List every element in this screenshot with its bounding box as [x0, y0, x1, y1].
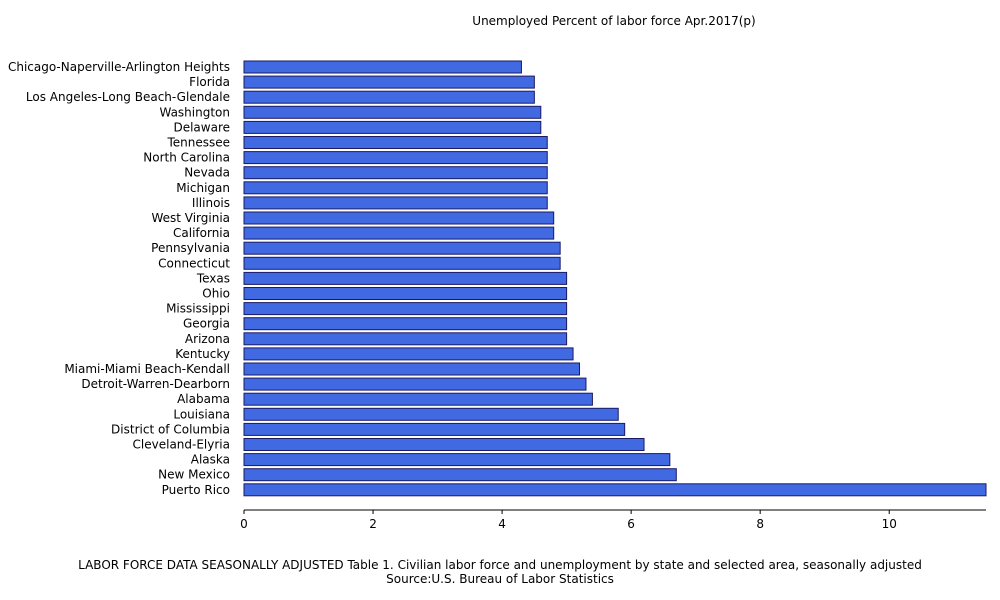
x-tick-label: 6 [627, 517, 635, 531]
category-label: Puerto Rico [162, 483, 230, 497]
category-label: Florida [189, 75, 230, 89]
bar-8 [243, 181, 548, 195]
category-label: Arizona [185, 332, 230, 346]
bar-20 [243, 362, 581, 376]
footer-table-caption: LABOR FORCE DATA SEASONALLY ADJUSTED Tab… [78, 558, 922, 572]
category-label: Los Angeles-Long Beach-Glendale [26, 90, 230, 104]
category-label: West Virginia [151, 211, 230, 225]
category-label: North Carolina [143, 151, 230, 165]
x-tick-label: 0 [240, 517, 248, 531]
category-label: Tennessee [166, 136, 230, 150]
x-tick-label: 8 [756, 517, 764, 531]
category-label: Alabama [177, 392, 230, 406]
bar-14 [243, 271, 568, 285]
category-label: Connecticut [158, 256, 230, 270]
x-tick-label: 10 [882, 517, 897, 531]
category-label: Illinois [192, 196, 230, 210]
category-label: Cleveland-Elyria [133, 438, 230, 452]
bar-12 [243, 241, 561, 255]
bar-7 [243, 166, 548, 180]
bar-21 [243, 377, 587, 391]
bar-9 [243, 196, 548, 210]
bar-3 [243, 105, 542, 119]
category-label: Georgia [183, 317, 230, 331]
category-label: Chicago-Naperville-Arlington Heights [8, 60, 230, 74]
category-labels-group: Chicago-Naperville-Arlington HeightsFlor… [8, 60, 230, 497]
bar-10 [243, 211, 555, 225]
category-label: Louisiana [173, 407, 230, 421]
category-label: Kentucky [175, 347, 230, 361]
x-tick-label: 2 [369, 517, 377, 531]
category-label: Nevada [184, 166, 230, 180]
category-label: California [173, 226, 230, 240]
category-label: Detroit-Warren-Dearborn [81, 377, 230, 391]
footer-source: Source:U.S. Bureau of Labor Statistics [386, 572, 614, 586]
x-axis: 0 2 4 6 8 10 [240, 509, 986, 531]
bar-11 [243, 226, 555, 240]
bars-group [243, 60, 987, 497]
category-label: Mississippi [166, 302, 230, 316]
bar-26 [243, 453, 671, 467]
x-tick-label: 4 [498, 517, 506, 531]
bar-22 [243, 392, 593, 406]
bar-2 [243, 90, 535, 104]
category-label: Miami-Miami Beach-Kendall [64, 362, 230, 376]
bar-19 [243, 347, 574, 361]
category-label: Alaska [191, 453, 230, 467]
bar-27 [243, 468, 677, 482]
category-label: Delaware [173, 120, 230, 134]
category-label: Pennsylvania [151, 241, 230, 255]
bar-6 [243, 151, 548, 165]
category-label: District of Columbia [111, 422, 230, 436]
bar-23 [243, 407, 619, 421]
category-label: Michigan [176, 181, 230, 195]
bar-24 [243, 422, 626, 436]
bar-13 [243, 256, 561, 270]
category-label: New Mexico [158, 468, 230, 482]
bar-0 [243, 60, 522, 74]
bar-15 [243, 287, 568, 300]
bar-4 [243, 120, 542, 134]
category-label: Texas [196, 271, 230, 285]
bar-5 [243, 136, 548, 149]
bar-1 [243, 75, 535, 89]
bar-28 [243, 483, 987, 497]
bar-25 [243, 438, 645, 451]
bar-18 [243, 332, 568, 346]
bar-16 [243, 302, 568, 316]
bar-17 [243, 317, 568, 331]
category-label: Washington [159, 105, 230, 119]
category-label: Ohio [202, 287, 230, 301]
chart-title: Unemployed Percent of labor force Apr.20… [472, 14, 756, 28]
